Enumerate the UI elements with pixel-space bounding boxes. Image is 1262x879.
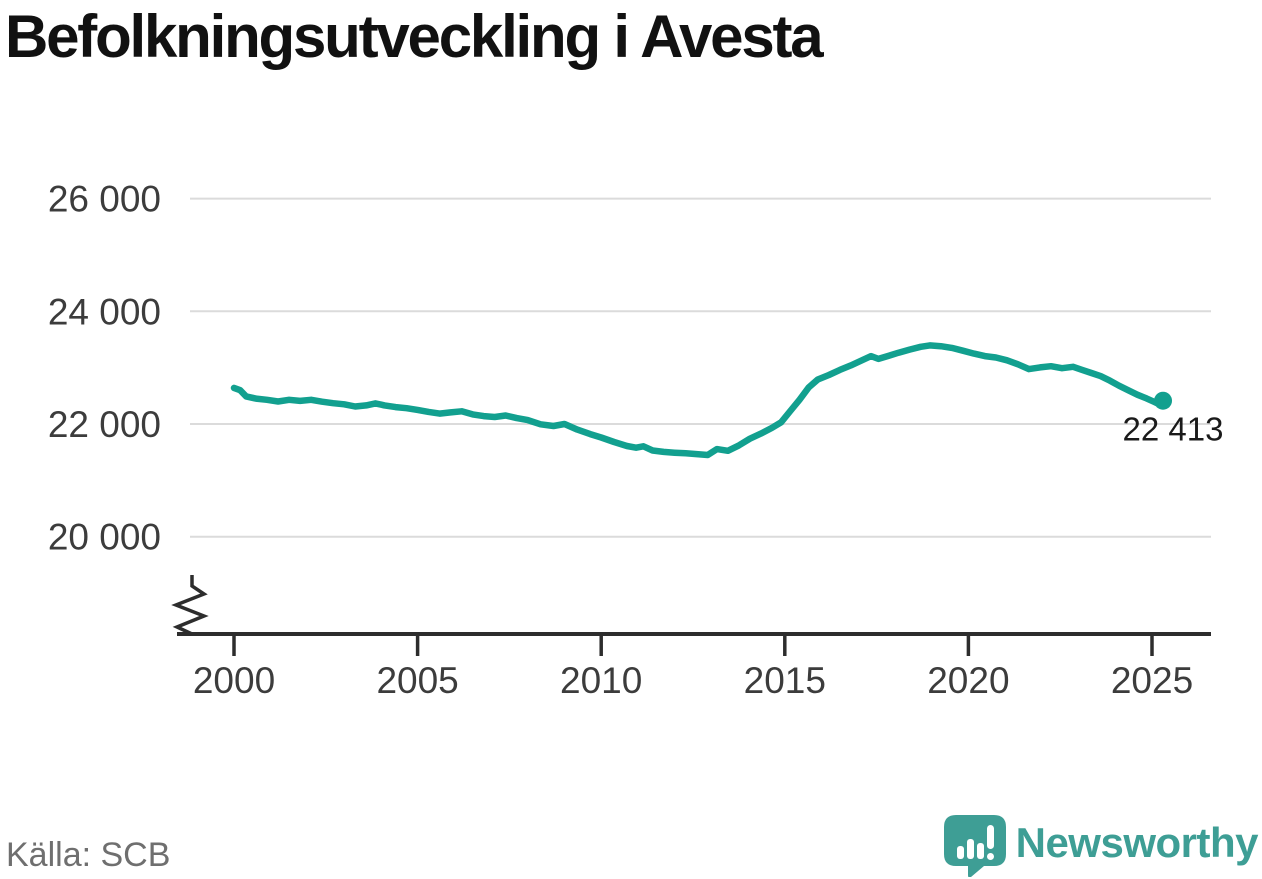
x-axis-tick-label: 2020 [927, 660, 1009, 701]
y-axis-tick-label: 26 000 [48, 179, 161, 220]
x-axis-tick-label: 2010 [560, 660, 642, 701]
source-attribution: Källa: SCB [6, 836, 171, 874]
bar-icon-short [956, 846, 964, 859]
bar-icon-medium [976, 843, 984, 859]
y-axis-tick-label: 22 000 [48, 404, 161, 445]
newsworthy-logo-icon [943, 815, 1006, 877]
latest-value-label: 22 413 [1123, 411, 1224, 448]
x-axis-tick-label: 2000 [193, 660, 275, 701]
newsworthy-logo-text: Newsworthy [1015, 819, 1259, 866]
page-title: Befolkningsutveckling i Avesta [5, 3, 824, 70]
x-axis-tick-label: 2025 [1111, 660, 1193, 701]
bar-icon-tall [966, 839, 974, 859]
x-axis-tick-label: 2005 [376, 660, 458, 701]
newsworthy-logo: Newsworthy [943, 815, 1259, 877]
x-axis-tick-label: 2015 [744, 660, 826, 701]
exclamation-dot-icon [986, 853, 994, 860]
speech-bubble-shape [943, 815, 1006, 877]
y-axis-tick-label: 24 000 [48, 291, 161, 332]
axis-break-icon [171, 575, 209, 636]
latest-value-dot [1154, 391, 1173, 410]
y-axis-tick-label: 20 000 [48, 517, 161, 558]
exclamation-bar-icon [986, 825, 994, 849]
population-line [230, 342, 1167, 459]
